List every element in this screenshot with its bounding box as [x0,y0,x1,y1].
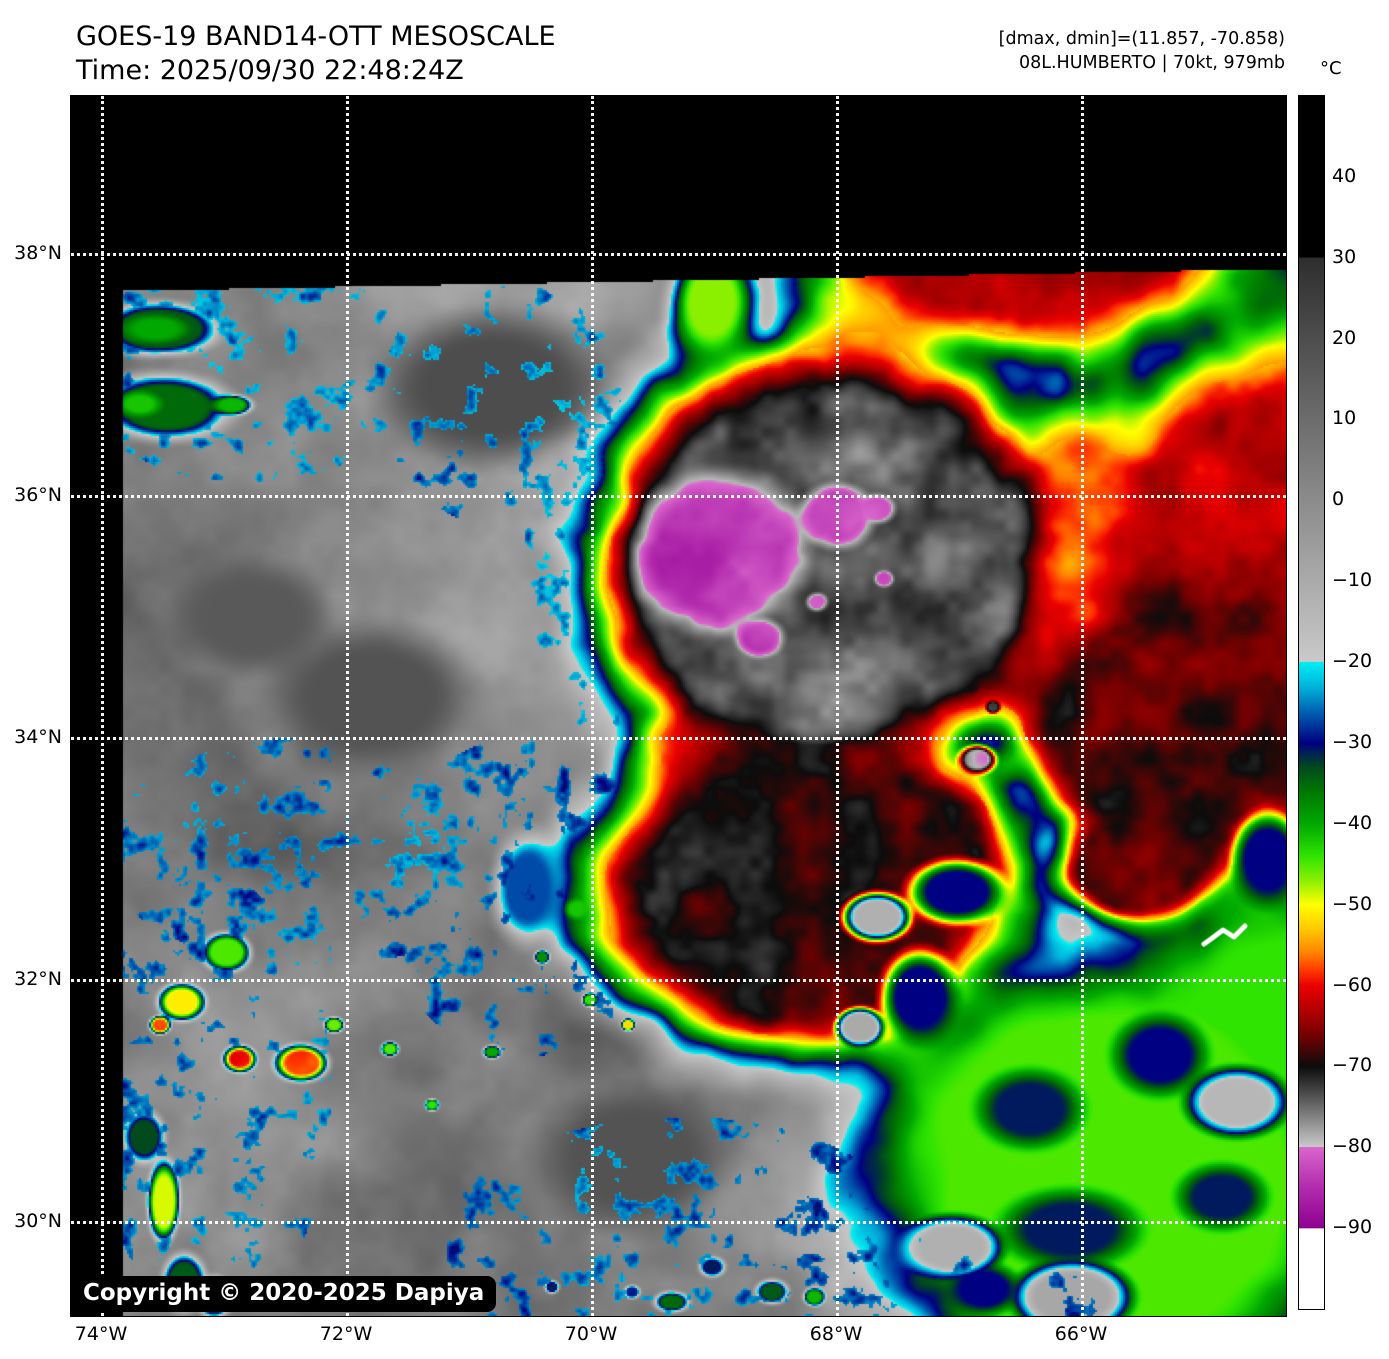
latitude-gridline [71,737,1286,740]
latitude-tick-label: 34°N [14,726,62,748]
colorbar-tick-label: 10 [1332,407,1357,430]
longitude-gridline [346,96,349,1316]
storm-status-readout: 08L.HUMBERTO | 70kt, 979mb [1018,53,1285,73]
colorbar-tick-label: −80 [1332,1135,1373,1158]
latitude-gridline [71,979,1286,982]
longitude-gridline [101,96,104,1316]
longitude-tick-label: 66°W [1054,1323,1108,1345]
colorbar-tick-label: 40 [1332,164,1357,187]
colorbar-tick-label: −60 [1332,973,1373,996]
latitude-tick-label: 36°N [14,484,62,506]
timestamp-label: Time: 2025/09/30 22:48:24Z [76,55,464,86]
dmax-dmin-readout: [dmax, dmin]=(11.857, -70.858) [998,29,1285,49]
colorbar [1298,95,1325,1310]
longitude-gridline [836,96,839,1316]
latitude-gridline [71,495,1286,498]
longitude-tick-label: 74°W [74,1323,128,1345]
colorbar-tick-label: 0 [1332,488,1345,511]
colorbar-tick-label: 20 [1332,326,1357,349]
colorbar-tick-label: −40 [1332,811,1373,834]
colorbar-tick-label: −90 [1332,1216,1373,1239]
colorbar-tick-label: −30 [1332,730,1373,753]
latitude-gridline [71,1221,1286,1224]
copyright-badge: Copyright © 2020-2025 Dapiya [73,1276,497,1312]
longitude-gridline [591,96,594,1316]
longitude-gridline [1081,96,1084,1316]
colorbar-unit-label: °C [1320,58,1342,79]
colorbar-tick-label: −70 [1332,1054,1373,1077]
map-plot-area: Copyright © 2020-2025 Dapiya [70,95,1287,1317]
satellite-imagery-canvas [71,96,1286,1316]
latitude-tick-label: 38°N [14,242,62,264]
longitude-tick-label: 70°W [564,1323,618,1345]
longitude-tick-label: 72°W [319,1323,373,1345]
latitude-tick-label: 32°N [14,968,62,990]
colorbar-tick-label: 30 [1332,245,1357,268]
page-title: GOES-19 BAND14-OTT MESOSCALE [76,21,556,52]
latitude-tick-label: 30°N [14,1210,62,1232]
longitude-tick-label: 68°W [809,1323,863,1345]
colorbar-tick-label: −10 [1332,569,1373,592]
colorbar-tick-label: −20 [1332,650,1373,673]
latitude-gridline [71,253,1286,256]
colorbar-tick-label: −50 [1332,892,1373,915]
